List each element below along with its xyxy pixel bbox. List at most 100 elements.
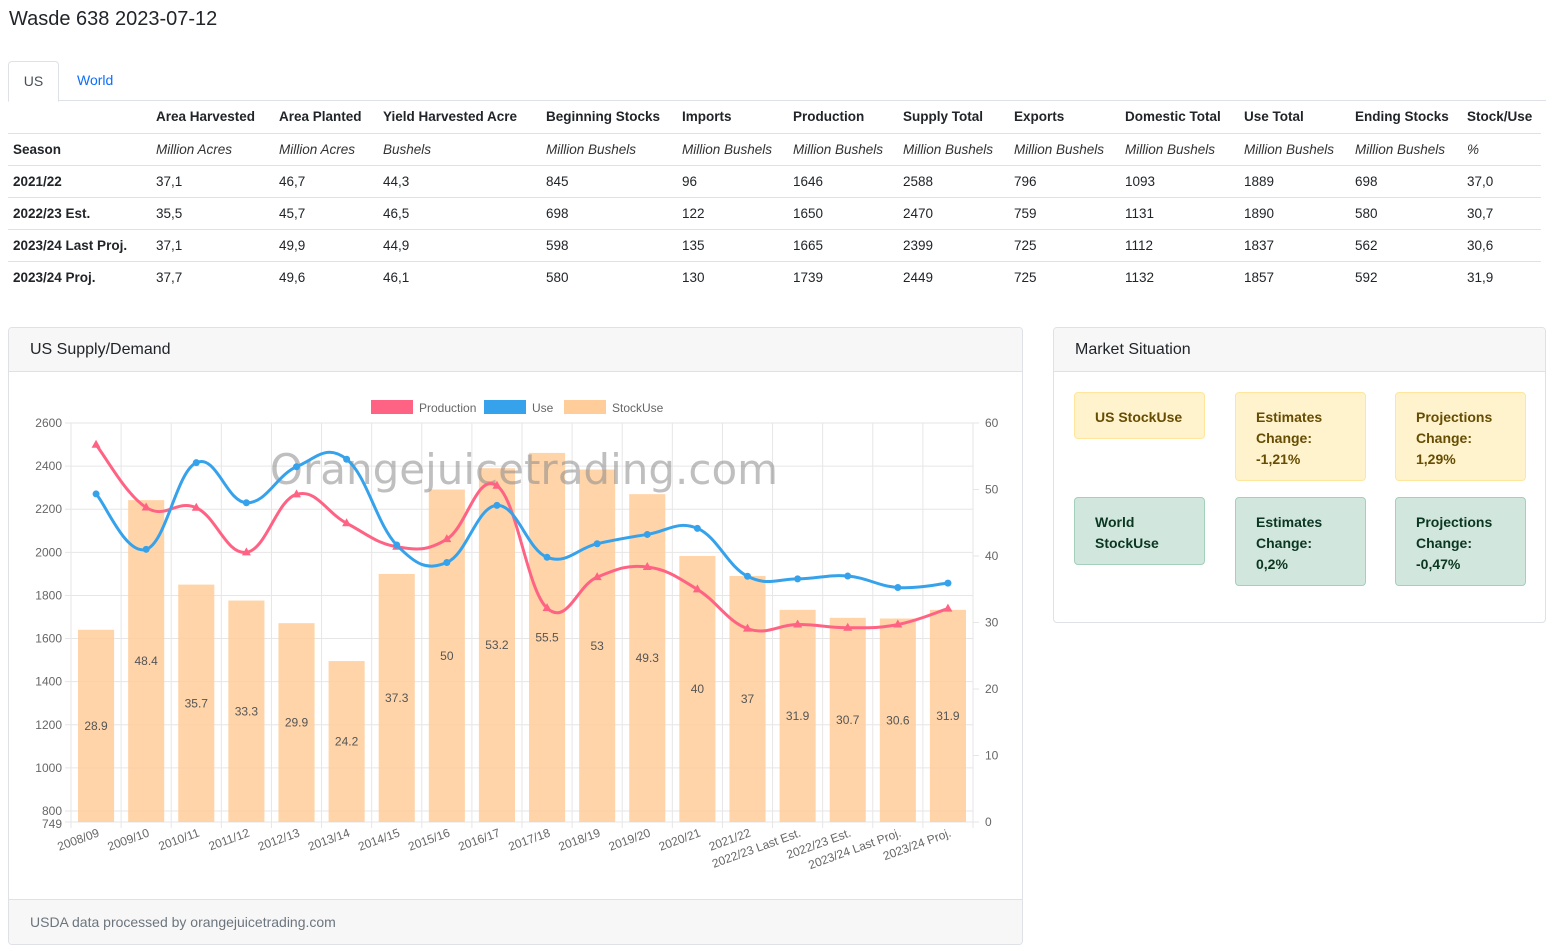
x-axis-tick: 2010/11 [157,826,202,854]
season-header: Season [8,132,151,165]
right-axis-tick: 20 [985,682,999,696]
left-axis-tick: 749 [42,817,62,831]
left-axis-tick: 2000 [35,545,62,559]
left-axis-tick: 2400 [35,459,62,473]
table-cell: 2399 [898,228,1009,261]
production-point [492,480,502,489]
production-point [743,623,752,632]
us-projections-label: Projections Change: [1416,409,1493,446]
table-cell: 725 [1009,260,1120,293]
tab-us[interactable]: US [8,61,59,102]
use-point [443,558,451,566]
tab-world[interactable]: World [77,72,114,88]
table-cell: 2449 [898,260,1009,293]
table-cell: 1132 [1120,260,1239,293]
table-cell: 1889 [1239,164,1350,197]
table-cell: 37,0 [1462,164,1541,197]
stockuse-bar [929,609,966,822]
table-cell: 580 [1350,196,1462,229]
chart-card-footer: USDA data processed by orangejuicetradin… [9,899,1022,944]
legend-swatch-production [371,400,413,414]
world-stockuse-text: World StockUse [1095,514,1159,551]
stockuse-bar-label: 31.9 [786,709,810,723]
world-estimates-value: 0,2% [1256,556,1288,572]
production-point [141,502,151,511]
legend-label-stockuse: StockUse [612,401,664,415]
use-point [593,540,601,548]
stockuse-bar [729,575,766,822]
table-cell: 796 [1009,164,1120,197]
stockuse-bar [278,623,315,822]
right-axis-tick: 50 [985,483,999,497]
production-point [241,547,251,556]
table-cell: 1131 [1120,196,1239,229]
right-axis-tick: 0 [985,815,992,829]
stockuse-bar [879,618,916,822]
use-point [343,455,351,463]
use-point [393,541,401,549]
stockuse-bar-label: 37.3 [385,691,409,705]
column-header: Stock/Use [1467,109,1533,125]
table-cell: 45,7 [274,196,378,229]
table-cell: 1837 [1239,228,1350,261]
use-point [293,463,300,471]
tab-bar: US World [8,61,1546,102]
use-point [944,579,952,587]
left-axis-tick: 1000 [35,761,62,775]
table-cell: 1112 [1120,228,1239,261]
production-point [592,572,602,581]
x-axis-tick: 2012/13 [256,826,302,854]
production-point [843,622,853,631]
us-stockuse-label: US StockUse [1074,392,1205,439]
use-point [543,553,551,561]
use-point [192,459,200,467]
table-cell: 46,5 [378,196,541,229]
use-point [643,530,651,538]
world-projections-label: Projections Change: [1416,514,1493,551]
table-cell: 1650 [788,196,898,229]
unit-cell: % [1462,132,1541,165]
right-axis-tick: 60 [985,416,999,430]
stockuse-bar [478,468,515,822]
column-header: Use Total [1244,109,1304,125]
stockuse-bar [78,629,115,822]
stockuse-bar-label: 24.2 [335,735,359,749]
table-row: 2022/23 Est. 35,5 45,7 46,5 698 122 1650 2470 75… [8,196,1541,229]
right-axis-tick: 40 [985,549,999,563]
table-cell: 562 [1350,228,1462,261]
production-point [91,439,101,448]
production-point [642,561,652,570]
table-cell: 46,1 [378,260,541,293]
x-axis-tick: 2009/10 [106,826,152,854]
column-header: Yield Harvested Acre [383,109,518,125]
use-point [744,572,751,580]
season-cell: 2023/24 Last Proj. [8,228,151,261]
use-point [693,524,701,532]
table-cell: 1665 [788,228,898,261]
use-point [844,572,852,580]
column-header: Beginning Stocks [546,109,661,125]
stockuse-bar-label: 30.6 [886,713,910,727]
x-axis-tick: 2016/17 [456,826,502,854]
unit-cell: Million Bushels [1239,132,1350,165]
us-estimates-value: -1,21% [1256,451,1301,467]
x-axis-tick: 2017/18 [507,826,553,854]
us-estimates-change: Estimates Change: -1,21% [1235,392,1366,481]
column-header: Supply Total [903,109,983,125]
table-cell: 698 [1350,164,1462,197]
table-cell: 37,1 [151,164,274,197]
left-axis-tick: 2600 [35,416,62,430]
use-point [142,545,150,553]
stockuse-bar [579,469,616,822]
table-cell: 49,9 [274,228,378,261]
stockuse-bar-label: 48.4 [134,654,158,668]
table-cell: 1646 [788,164,898,197]
unit-cell: Million Bushels [1350,132,1462,165]
left-axis-tick: 1400 [35,675,62,689]
table-cell: 1857 [1239,260,1350,293]
production-point [692,584,702,593]
stockuse-bar-label: 37 [741,692,755,706]
stockuse-bar-label: 30.7 [836,713,860,727]
unit-cell: Million Bushels [898,132,1009,165]
stockuse-bar-label: 50 [440,649,454,663]
